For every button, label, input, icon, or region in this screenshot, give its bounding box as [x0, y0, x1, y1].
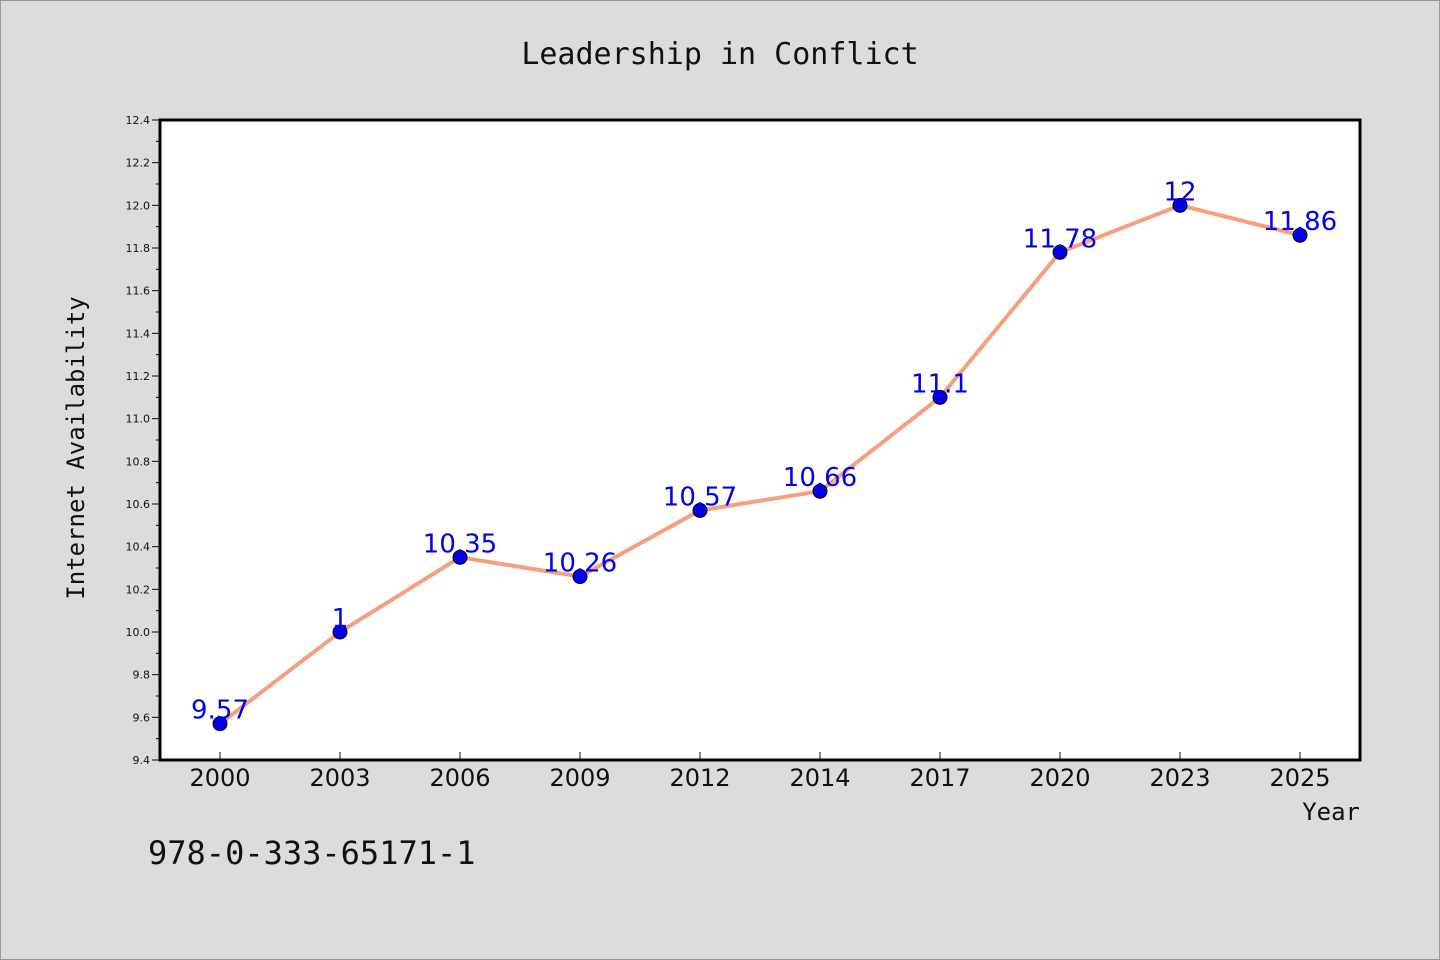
data-point — [932, 389, 948, 405]
data-label: 10.57 — [663, 482, 737, 512]
x-tick-label: 2003 — [309, 764, 370, 792]
y-tick-label: 11.0 — [126, 413, 151, 426]
x-axis: 2000 2003 2006 2009 2012 2014 2017 2020 2023 2025 — [189, 752, 1331, 792]
y-tick-label: 12.4 — [126, 114, 151, 127]
data-point — [1172, 197, 1188, 213]
x-tick-label: 2023 — [1149, 764, 1210, 792]
data-label: 11.86 — [1263, 207, 1337, 237]
x-axis-label: Year — [1302, 798, 1360, 826]
y-tick-label: 11.8 — [126, 242, 151, 255]
x-tick-label: 2014 — [789, 764, 850, 792]
data-point — [452, 549, 468, 565]
y-tick-label: 10.8 — [126, 455, 151, 468]
data-label: 11.78 — [1023, 224, 1097, 254]
plot-area — [158, 118, 1362, 762]
series-line — [218, 203, 1301, 726]
y-tick-label: 10.2 — [126, 583, 151, 596]
data-point — [812, 483, 828, 499]
data-label: 1 — [332, 604, 349, 634]
y-tick-label: 11.2 — [126, 370, 151, 383]
data-point — [572, 569, 588, 585]
data-point — [1052, 244, 1068, 260]
footer-identifier: 978-0-333-65171-1 — [148, 834, 476, 872]
data-point — [1292, 227, 1308, 243]
data-labels: 9.57 1 10.35 10.26 10.57 10.66 11.1 11.78 12 11.8… — [191, 177, 1337, 725]
x-tick-label: 2006 — [429, 764, 490, 792]
y-tick-label: 11.4 — [126, 327, 151, 340]
y-tick-label: 10.0 — [126, 626, 151, 639]
y-tick-label: 11.6 — [126, 285, 151, 298]
data-point — [692, 502, 708, 518]
data-label: 9.57 — [191, 696, 249, 726]
data-point — [212, 716, 228, 732]
data-markers — [212, 197, 1308, 732]
data-label: 12 — [1163, 177, 1196, 207]
y-tick-label: 9.6 — [133, 711, 151, 724]
data-label: 11.1 — [911, 369, 969, 399]
x-tick-label: 2025 — [1269, 764, 1330, 792]
x-tick-label: 2020 — [1029, 764, 1090, 792]
y-tick-label: 12.2 — [126, 157, 151, 170]
data-label: 10.26 — [543, 549, 617, 579]
chart-title: Leadership in Conflict — [521, 37, 918, 72]
data-label: 10.35 — [423, 529, 497, 559]
y-tick-label: 12.0 — [126, 199, 151, 212]
y-axis-label: Internet Availability — [62, 296, 90, 599]
x-tick-label: 2000 — [189, 764, 250, 792]
x-tick-label: 2012 — [669, 764, 730, 792]
x-tick-label: 2017 — [909, 764, 970, 792]
y-tick-label: 9.8 — [133, 669, 151, 682]
data-point — [332, 624, 348, 640]
y-tick-label: 9.4 — [133, 754, 151, 767]
data-label: 10.66 — [783, 463, 857, 493]
y-axis: 9.4 9.6 9.8 10.0 10.2 10.4 10.6 10.8 11.0 11.2 11.… — [126, 114, 160, 767]
y-tick-label: 10.6 — [126, 498, 151, 511]
x-tick-label: 2009 — [549, 764, 610, 792]
y-tick-label: 10.4 — [126, 541, 151, 554]
